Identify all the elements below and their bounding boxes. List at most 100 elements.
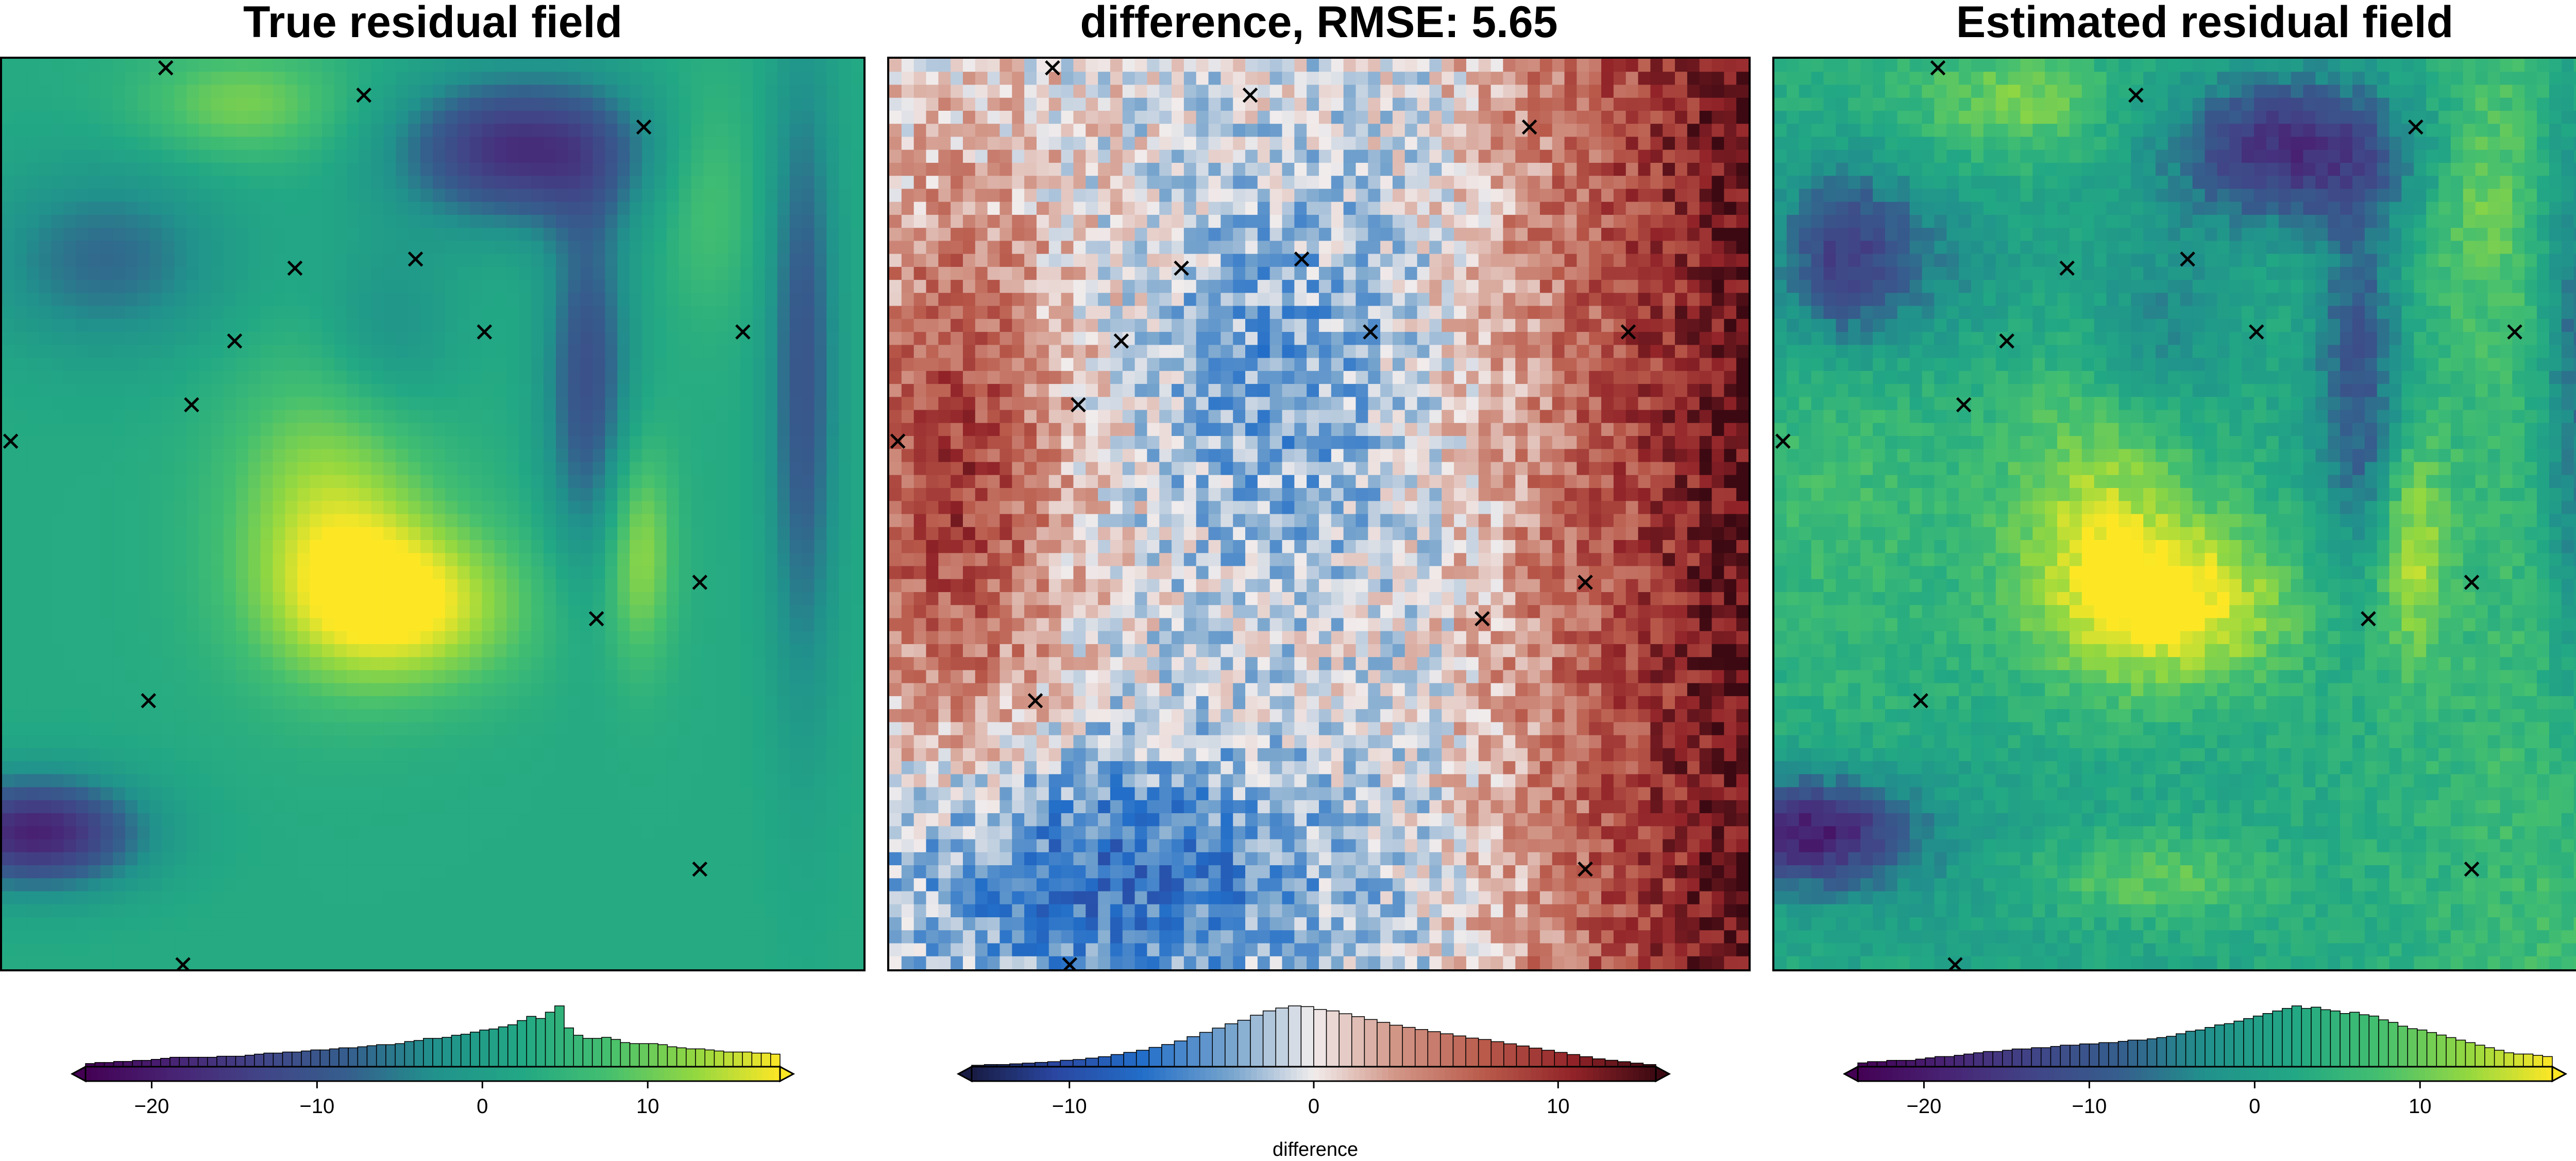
heatmap-cell <box>543 488 556 501</box>
heatmap-cell <box>617 657 630 671</box>
heatmap-cell <box>617 813 630 827</box>
heatmap-cell <box>346 162 360 176</box>
heatmap-cell <box>112 293 126 307</box>
heatmap-cell <box>260 410 274 424</box>
heatmap-cell <box>728 462 741 476</box>
heatmap-cell <box>691 176 704 190</box>
heatmap-cell <box>63 904 76 918</box>
heatmap-cell <box>506 241 519 255</box>
heatmap-cell <box>580 162 594 176</box>
heatmap-cell <box>642 358 655 372</box>
heatmap-cell <box>555 735 569 749</box>
heatmap-cell <box>642 631 655 645</box>
heatmap-cell <box>174 917 187 931</box>
heatmap-cell <box>851 553 863 567</box>
heatmap-cell <box>63 266 76 280</box>
heatmap-cell <box>666 293 680 307</box>
heatmap-cell <box>519 241 532 255</box>
heatmap-cell <box>605 956 618 969</box>
heatmap-cell <box>76 774 89 788</box>
heatmap-cell <box>469 826 483 840</box>
heatmap-cell <box>728 709 741 722</box>
heatmap-cell <box>383 371 396 384</box>
heatmap-cell <box>334 891 347 905</box>
heatmap-cell <box>716 318 728 332</box>
heatmap-cell <box>383 709 396 722</box>
heatmap-cell <box>703 618 716 632</box>
heatmap-cell <box>248 436 261 449</box>
heatmap-cell <box>211 124 224 138</box>
heatmap-cell <box>396 423 409 436</box>
heatmap-cell <box>642 709 655 722</box>
heatmap-cell <box>777 943 790 957</box>
heatmap-cell <box>297 800 310 814</box>
heatmap-cell <box>494 149 507 163</box>
heatmap-cell <box>802 865 815 879</box>
heatmap-cell <box>789 527 803 541</box>
heatmap-cell <box>543 176 556 190</box>
heatmap-cell <box>125 722 138 736</box>
heatmap-cell <box>125 891 138 905</box>
heatmap-cell <box>679 162 692 176</box>
heatmap-cell <box>506 644 519 658</box>
heatmap-cell <box>457 97 470 111</box>
heatmap-cell <box>235 475 249 489</box>
heatmap-cell <box>592 683 605 697</box>
heatmap-cell <box>420 566 433 580</box>
heatmap-cell <box>371 891 384 905</box>
heatmap-cell <box>777 514 790 528</box>
heatmap-cell <box>740 72 753 86</box>
heatmap-cell <box>839 800 852 814</box>
heatmap-cell <box>592 670 605 684</box>
heatmap-cell <box>408 214 421 228</box>
heatmap-cell <box>839 397 852 411</box>
heatmap-cell <box>310 943 323 957</box>
heatmap-cell <box>383 722 396 736</box>
histogram-bar <box>751 1052 762 1067</box>
heatmap-cell <box>383 332 396 345</box>
heatmap-cell <box>728 124 741 138</box>
heatmap-cell <box>777 800 790 814</box>
heatmap-cell <box>420 839 433 853</box>
heatmap-cell <box>297 97 310 111</box>
heatmap-cell <box>396 488 409 501</box>
heatmap-cell <box>396 904 409 918</box>
heatmap-cell <box>408 527 421 541</box>
heatmap-cell <box>433 449 446 463</box>
heatmap-cell <box>187 618 199 632</box>
heatmap-cell <box>482 266 495 280</box>
heatmap-cell <box>802 735 815 749</box>
heatmap-cell <box>555 72 569 86</box>
heatmap-cell <box>310 748 323 762</box>
heatmap-cell <box>555 852 569 866</box>
heatmap-cell <box>162 943 175 957</box>
heatmap-cell <box>777 579 790 593</box>
heatmap-cell <box>248 956 261 969</box>
heatmap-cell <box>494 241 507 255</box>
heatmap-cell <box>125 436 138 449</box>
heatmap-cell <box>506 423 519 436</box>
heatmap-cell <box>543 384 556 397</box>
heatmap-cell <box>14 189 27 203</box>
heatmap-cell <box>346 553 360 567</box>
heatmap-cell <box>839 592 852 605</box>
heatmap-cell <box>445 371 458 384</box>
heatmap-cell <box>753 657 766 671</box>
heatmap-cell <box>273 254 285 267</box>
heatmap-cell <box>322 228 335 241</box>
heatmap-cell <box>2 514 15 528</box>
heatmap-cell <box>482 410 495 424</box>
heatmap-cell <box>433 670 446 684</box>
heatmap-cell <box>592 85 605 98</box>
heatmap-cell <box>802 917 815 931</box>
heatmap-cell <box>691 839 704 853</box>
heatmap-cell <box>642 371 655 384</box>
heatmap-cell <box>851 670 863 684</box>
heatmap-cell <box>728 800 741 814</box>
heatmap-cell <box>420 644 433 658</box>
heatmap-cell <box>580 644 594 658</box>
heatmap-cell <box>519 826 532 840</box>
heatmap-cell <box>273 110 285 124</box>
heatmap-cell <box>753 683 766 697</box>
heatmap-cell <box>199 488 212 501</box>
